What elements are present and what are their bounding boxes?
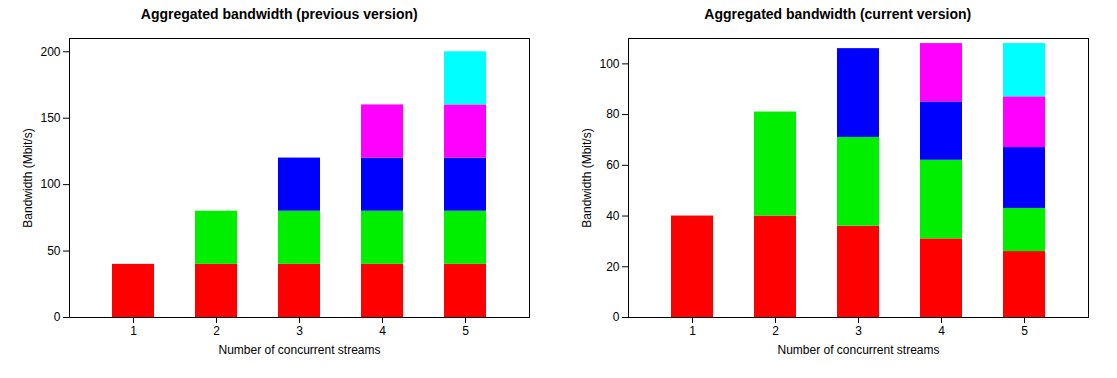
svg-text:150: 150	[41, 111, 61, 125]
svg-text:60: 60	[606, 158, 620, 172]
svg-text:2: 2	[213, 324, 220, 338]
svg-text:50: 50	[47, 244, 61, 258]
svg-text:200: 200	[41, 45, 61, 59]
svg-text:100: 100	[599, 57, 619, 71]
svg-text:5: 5	[1021, 324, 1028, 338]
svg-text:2: 2	[772, 324, 779, 338]
svg-text:40: 40	[606, 209, 620, 223]
svg-text:1: 1	[130, 324, 137, 338]
svg-text:4: 4	[379, 324, 386, 338]
svg-text:3: 3	[296, 324, 303, 338]
svg-text:Bandwidth (Mbit/s): Bandwidth (Mbit/s)	[580, 128, 594, 227]
svg-text:Bandwidth (Mbit/s): Bandwidth (Mbit/s)	[21, 128, 35, 227]
svg-text:0: 0	[54, 310, 61, 324]
svg-text:4: 4	[938, 324, 945, 338]
svg-text:Number of concurrent streams: Number of concurrent streams	[219, 343, 381, 357]
svg-text:20: 20	[606, 260, 620, 274]
html-text:Aggregated bandwidth (previous: Aggregated bandwidth (previous version)	[140, 6, 418, 22]
svg-text:1: 1	[689, 324, 696, 338]
svg-text:5: 5	[462, 324, 469, 338]
svg-text:80: 80	[606, 107, 620, 121]
svg-text:3: 3	[855, 324, 862, 338]
svg-text:Number of concurrent streams: Number of concurrent streams	[777, 343, 939, 357]
svg-text:0: 0	[613, 310, 620, 324]
svg-text:100: 100	[41, 177, 61, 191]
html-text:Aggregated bandwidth (current: Aggregated bandwidth (current version)	[704, 6, 972, 22]
